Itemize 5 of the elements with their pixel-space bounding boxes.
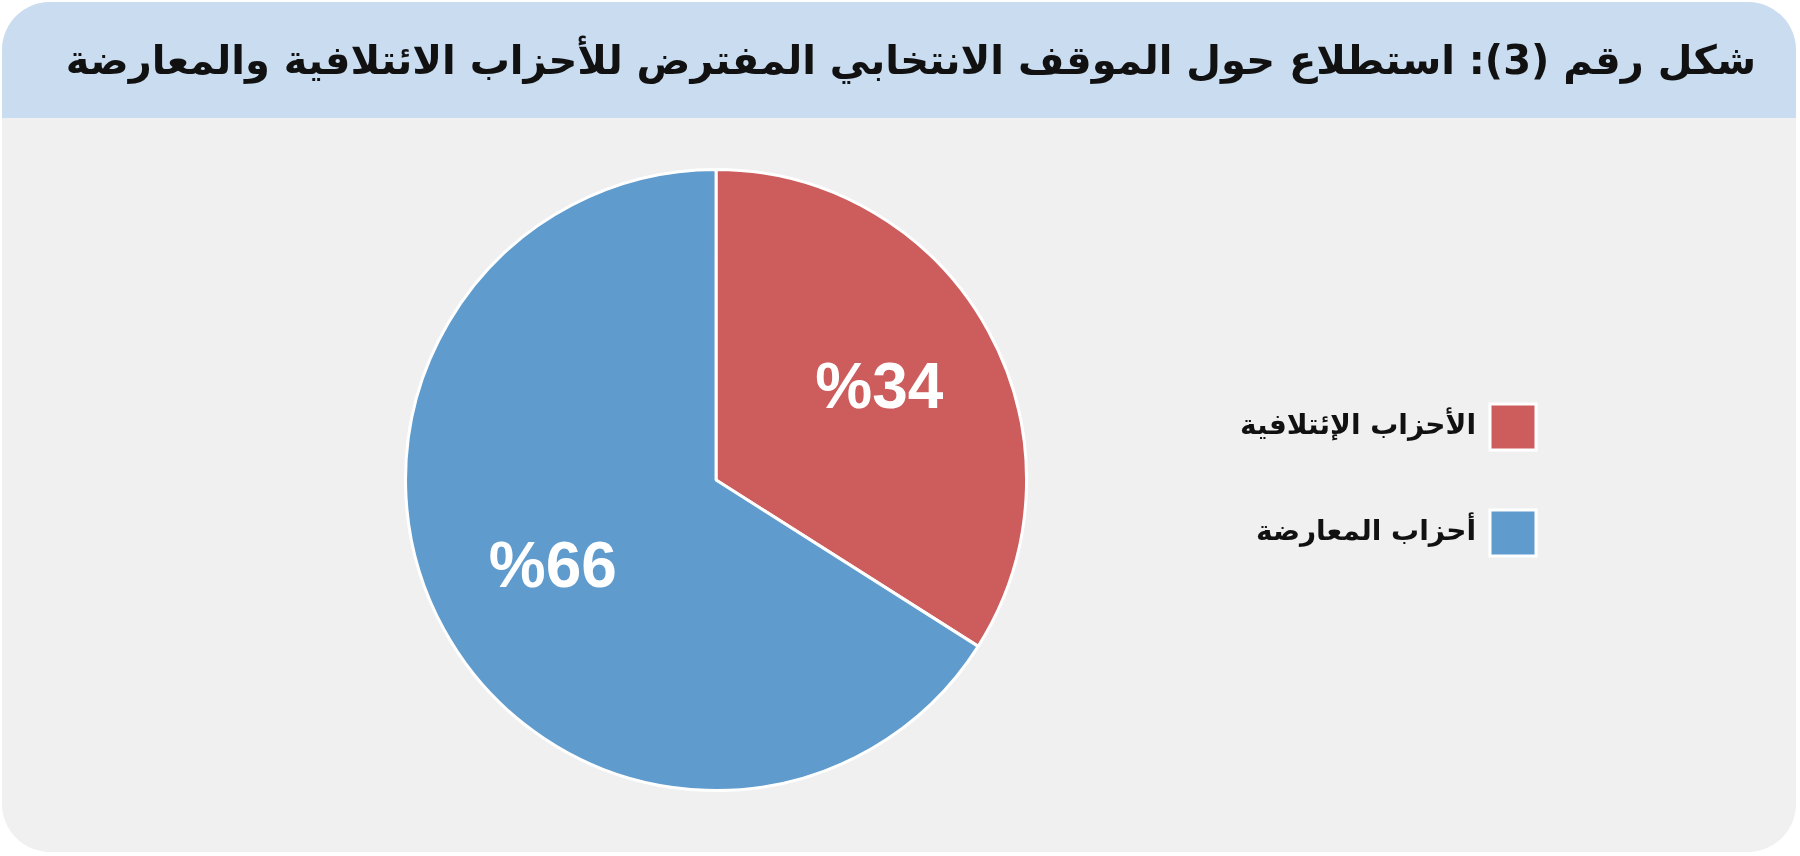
legend-label: الأحزاب الإئتلافية: [1240, 407, 1476, 442]
data-label: %66: [488, 529, 617, 602]
legend-label: أحزاب المعارضة: [1255, 512, 1476, 548]
chart-title: شكل رقم (3): استطلاع حول الموقف الانتخابي المفترض للأحزاب الائتلافية والمعارضة: [65, 37, 1756, 83]
data-label: %34: [815, 349, 944, 422]
